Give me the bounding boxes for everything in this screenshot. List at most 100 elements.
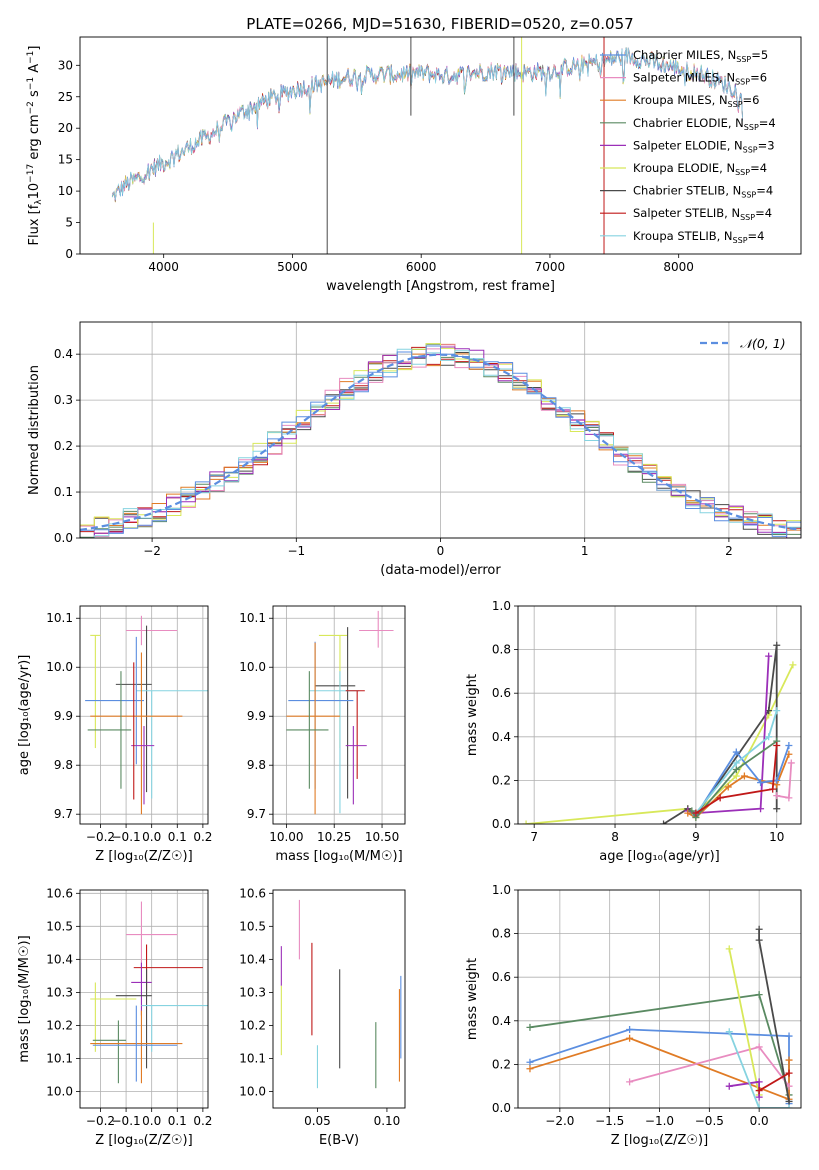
x-tick-label: 0.2 [193,1114,212,1128]
x-axis-label: Z [log₁₀(Z/Z☉)] [611,1133,708,1148]
y-tick-label: 10.1 [239,611,266,625]
series-marker [773,776,781,784]
series-line [695,710,778,814]
series-marker [769,785,777,793]
series-marker [732,766,740,773]
series-marker [773,792,781,800]
y-tick-label: 0.2 [492,1057,511,1071]
y-axis-label: mass weight [465,958,480,1040]
y-tick-label: 10.6 [46,886,73,900]
series-marker [684,809,692,817]
x-tick-label: 10.00 [269,830,303,844]
x-axis-label: Z [log₁₀(Z/Z☉)] [95,849,192,864]
series-mass_weight_vs_Z [526,925,793,1108]
series-marker [765,733,773,741]
legend-label: Chabrier STELIB, NSSP=4 [633,184,773,200]
axes-frame [272,889,406,1109]
axes-age_vs_Z: −0.2−0.1 0.0 0.1 0.2 9.7 9.8 9.9 10.0 10.1 Z [log… [17,606,212,864]
series-marker [765,652,773,660]
error-bars-age_vs_Z [85,615,208,815]
y-tick-label: 1.0 [492,883,511,897]
x-tick-label: −1.5 [595,1114,624,1128]
y-tick-label: 0.3 [54,393,73,407]
series-marker [755,1078,763,1086]
x-tick-label: 6000 [406,260,437,274]
series-marker [626,1034,634,1042]
x-tick-label: 0.0 [750,1114,769,1128]
y-tick-label: 10.2 [46,1018,73,1032]
series-marker [785,1097,793,1105]
histogram-lines [80,343,801,538]
series-marker [526,1065,534,1073]
y-tick-label: 9.8 [247,758,266,772]
series-marker [732,759,740,767]
x-axis-label: E(B-V) [319,1133,359,1148]
y-tick-label: 0.8 [492,927,511,941]
legend-label: Kroupa ELODIE, NSSP=4 [633,161,767,177]
series-marker [785,1056,793,1064]
y-tick-label: 0.4 [492,730,511,744]
y-tick-label: 0.8 [492,643,511,657]
x-tick-label: 4000 [148,260,179,274]
error-bars-mass_vs_EBV [280,899,402,1089]
axes-frame [79,36,802,255]
y-tick-label: 15 [58,153,73,167]
series-mass_weight_vs_age [522,641,797,824]
series-marker [626,1078,634,1086]
axes-mass_vs_Z: −0.2−0.1 0.0 0.1 0.2 10.0 10.1 10.2 10.3 10.4 10.… [17,886,212,1148]
x-axis-label: Z [log₁₀(Z/Z☉)] [95,1133,192,1148]
x-tick-label: 8 [611,830,619,844]
x-tick-label: 0.2 [193,830,212,844]
series-marker [785,1104,793,1108]
axes-spectrum: 4000 5000 6000 7000 8000 0 5 10 15 20 25 30 waveleng… [58,58,694,294]
y-tick-label: 10 [58,184,73,198]
axes-residual_histogram: −2 −1 0 1 2 0.0 0.1 0.2 0.3 0.4 (data-model)/error… [27,322,801,578]
series-marker [785,794,793,802]
series-marker [755,1104,763,1108]
normal-curve [80,353,801,531]
series-line [695,745,778,814]
series-line [728,1031,789,1108]
y-axis-label: mass weight [465,674,480,756]
y-tick-label: 9.8 [54,758,73,772]
series-marker [785,1069,793,1077]
series-marker [688,807,696,815]
x-tick-label: −1.0 [645,1114,674,1128]
x-tick-label: 7 [530,830,538,844]
series-marker [725,1028,733,1036]
y-tick-label: 10.1 [46,611,73,625]
y-tick-label: 0.0 [492,1101,511,1115]
y-tick-label: 9.9 [247,709,266,723]
series-marker [724,783,732,791]
legend-label: 𝒩(0, 1) [740,336,786,351]
series-marker [740,772,748,780]
x-tick-label: 1 [581,544,589,558]
y-tick-label: 9.9 [54,709,73,723]
series-marker [773,641,781,649]
series-marker [785,742,793,750]
x-tick-label: −0.5 [695,1114,724,1128]
x-tick-label: −0.1 [112,830,141,844]
y-tick-label: 20 [58,121,73,135]
axes-frame [79,889,209,1109]
y-tick-label: 0.4 [492,1014,511,1028]
x-tick-label: −0.1 [112,1114,141,1128]
y-tick-label: 10.3 [46,985,73,999]
x-tick-label: 5000 [277,260,308,274]
series-marker [755,1087,763,1095]
y-tick-label: 10.0 [46,1084,73,1098]
series-marker [626,1026,634,1034]
legend-label: Kroupa MILES, NSSP=6 [633,93,759,109]
legend-label: Salpeter MILES, NSSP=6 [633,71,767,87]
axes-frame [517,605,802,825]
figure-title: PLATE=0266, MJD=51630, FIBERID=0520, z=0… [246,15,633,33]
x-tick-label: 0.10 [374,1114,401,1128]
y-tick-label: 10.1 [239,1051,266,1065]
series-marker [755,1043,763,1051]
y-tick-label: 10.4 [239,952,266,966]
series-line [758,1072,790,1092]
x-tick-label: 8000 [663,260,694,274]
series-marker [526,1058,534,1066]
legend-label: Chabrier ELODIE, NSSP=4 [633,116,776,132]
x-tick-label: −1 [287,544,305,558]
